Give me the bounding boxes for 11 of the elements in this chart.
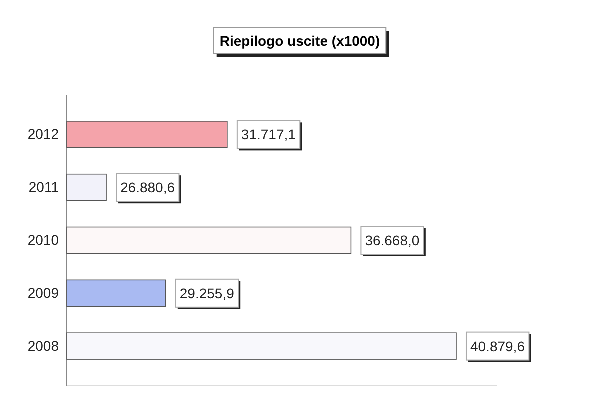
chart-title: Riepilogo uscite (x1000) [220,33,380,49]
data-label: 36.668,0 [365,232,420,248]
data-label: 29.255,9 [180,285,235,302]
y-tick-label: 2010 [28,232,60,248]
data-label: 40.879,6 [470,338,526,354]
y-tick-label: 2012 [28,126,60,142]
y-tick-label: 2009 [28,284,60,301]
data-label: 31.717,1 [241,126,296,143]
y-tick-label: 2011 [28,179,60,196]
y-tick-label: 2008 [28,338,60,354]
data-label: 26.880,6 [120,180,176,196]
